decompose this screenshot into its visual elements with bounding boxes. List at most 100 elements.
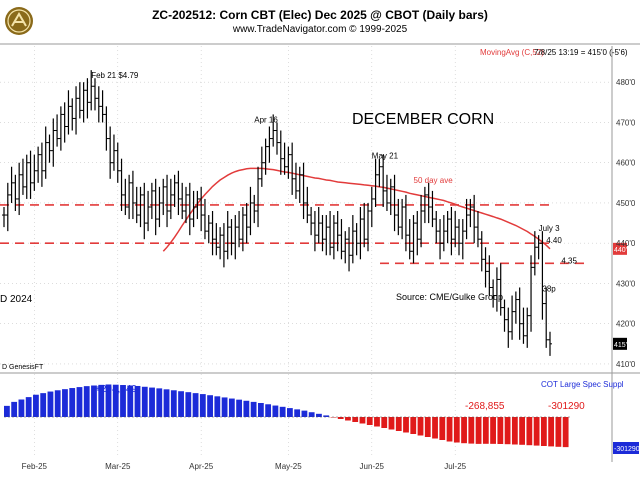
cot-bar-positive [11,401,18,417]
cot-bar-negative [533,417,540,446]
cot-bar-negative [410,417,417,434]
axes [0,43,640,462]
cot-bar-positive [98,384,105,417]
cot-bar-negative [519,417,526,445]
cot-bar-positive [18,399,25,417]
cot-bar-positive [25,397,32,417]
last-close-marker [613,337,627,350]
cot-bar-positive [141,386,148,417]
cot-bar-positive [105,384,112,417]
cot-bar-negative [526,417,533,446]
y-tick-label: 450'0 [616,199,636,208]
left-year-label: D 2024 [0,294,33,305]
cot-bar-negative [468,417,475,444]
price-annotation: July 3 [539,224,560,233]
cot-bar-positive [33,394,39,417]
cot-bar-negative [511,417,518,445]
cot-bar-negative [403,417,409,433]
cot-bar-positive [62,389,68,417]
quote-legend: 7/8/25 13:19 = 415'0 (-5'6) [534,48,628,57]
support-lines [0,204,590,265]
cot-bar-positive [301,410,308,417]
chart-title: ZC-202512: Corn CBT (Elec) Dec 2025 @ CB… [152,8,488,22]
cot-annotation: -301290 [548,401,585,412]
cot-bar-positive [76,387,83,417]
x-tick-label: May-25 [275,462,302,471]
cot-bars-series [4,384,570,448]
x-tick-label: Feb-25 [22,462,48,471]
cot-bar-negative [432,417,438,439]
x-tick-label: Jul-25 [444,462,466,471]
price-annotation: 50 day ave [414,176,454,185]
cot-bar-positive [207,395,213,417]
watermark-label: D GenesisFT [2,364,44,371]
cot-bar-negative [345,417,351,421]
cot-bar-negative [555,417,562,447]
cot-bar-positive [221,397,228,417]
cot-bar-negative [424,417,431,437]
y-tick-label: 420'0 [616,320,636,329]
chart-header: ZC-202512: Corn CBT (Elec) Dec 2025 @ CB… [0,0,640,42]
y-tick-label: 410'0 [616,360,636,369]
cot-bar-positive [308,412,315,417]
grid-layer [0,46,612,458]
cot-bar-negative [504,417,511,445]
cot-bar-positive [134,385,141,417]
cot-bar-positive [250,401,257,417]
cot-bar-negative [417,417,424,436]
cot-bar-positive [156,388,163,417]
chart-labels: 480'0 470'0 460'0 450'0 440'0 430'0 420'0 410'0… [0,48,640,471]
cot-bar-positive [236,399,243,417]
cot-bar-negative [497,417,504,444]
cot-bar-positive [120,385,126,417]
cot-last-label: -301290 [614,446,640,453]
cot-bar-positive [294,409,301,417]
y-tick-label: 470'0 [616,118,636,127]
cot-bar-positive [228,398,235,417]
moving-average-series [162,167,627,255]
cot-bar-positive [47,391,54,417]
cot-bar-negative [395,417,402,431]
cot-bar-negative [446,417,453,442]
cot-bar-negative [439,417,446,440]
cot-bar-positive [323,415,330,417]
cot-legend: COT Large Spec Suppl [541,380,624,389]
cot-bar-positive [163,389,170,417]
price-annotation: Feb 21 $4.79 [91,71,139,80]
cot-bar-positive [185,392,192,417]
cot-bar-positive [83,386,90,417]
x-tick-label: Jun-25 [360,462,385,471]
moving-average-line [162,167,551,252]
x-tick-label: Apr-25 [189,462,214,471]
cot-bar-positive [127,385,134,417]
x-tick-label: Mar-25 [105,462,131,471]
price-annotation: 38p [542,285,556,294]
cot-annotation: +204,449 [95,384,137,395]
cot-bar-negative [381,417,388,428]
cot-bar-positive [272,405,279,417]
last-close-label: 415'0 [614,342,631,349]
cot-bar-positive [316,413,322,417]
y-tick-label: 480'0 [616,78,636,87]
source-label: Source: CME/Gulke Group [396,292,503,302]
cot-bar-negative [475,417,482,444]
cot-bar-positive [199,394,206,417]
cot-bar-positive [170,390,177,417]
cot-bar-negative [388,417,395,430]
cot-annotation: -268,855 [465,401,505,412]
y-tick-label: 430'0 [616,279,636,288]
cot-bar-negative [461,417,467,444]
cot-bar-negative [337,417,344,419]
y-tick-label: 460'0 [616,159,636,168]
price-bars-series [2,70,552,356]
cot-bar-positive [178,391,184,417]
cot-bar-positive [243,400,250,417]
price-annotation: May 21 [372,152,399,161]
cot-bar-positive [265,404,272,417]
cot-bar-positive [69,388,76,417]
cot-bar-positive [192,393,199,417]
cot-bar-negative [374,417,380,427]
cot-bar-negative [453,417,460,443]
cot-bar-positive [91,385,97,417]
moving-average-last-label: 440'2 [614,247,631,254]
